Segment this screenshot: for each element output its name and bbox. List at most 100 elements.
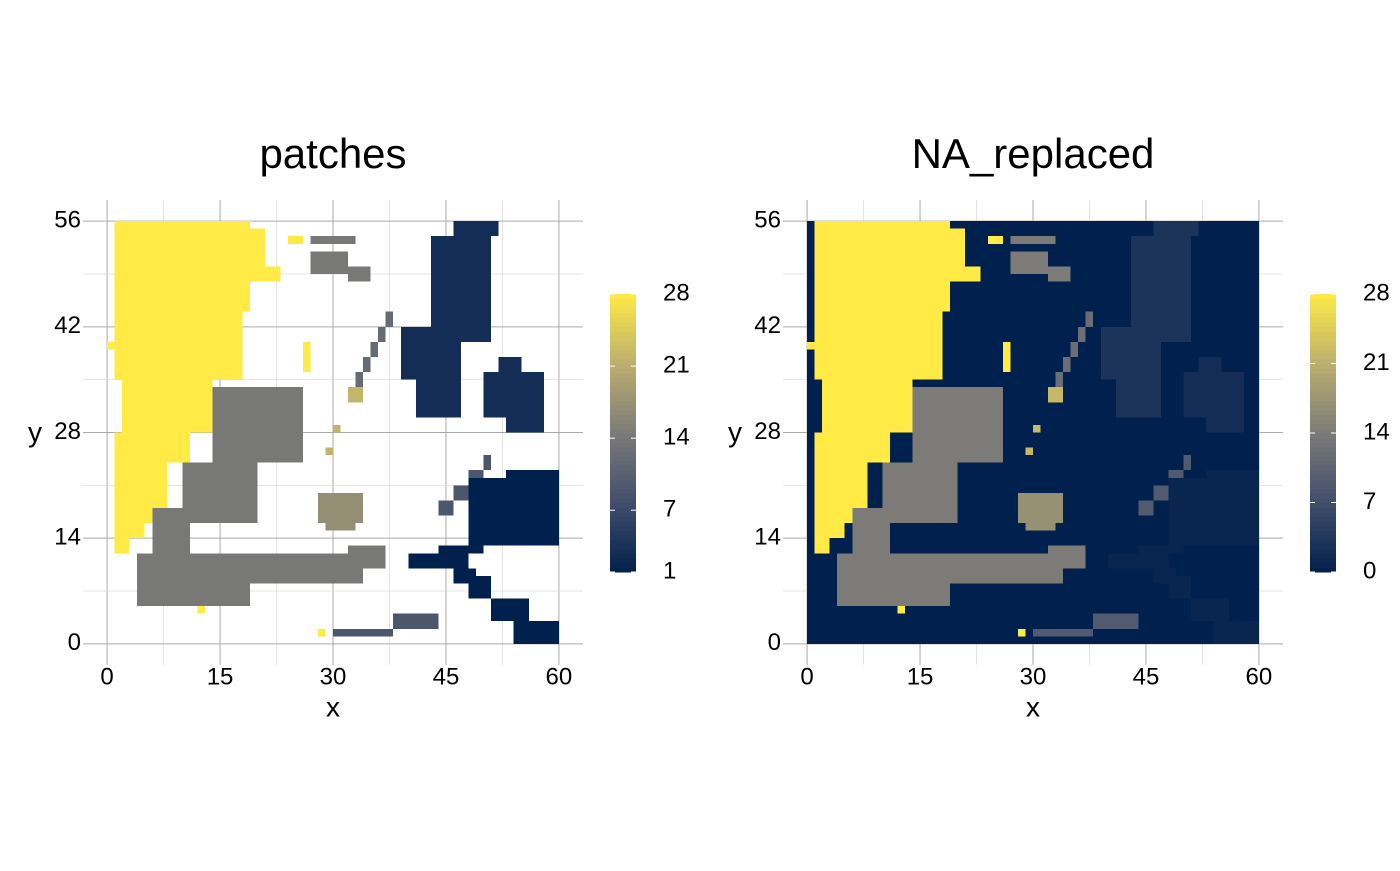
raster-cell — [453, 221, 499, 237]
colorbar-step — [610, 530, 636, 536]
colorbar-step — [1310, 451, 1336, 457]
colorbar-step — [1310, 442, 1336, 448]
colorbar-step — [610, 493, 636, 499]
raster-cell — [1130, 236, 1192, 342]
colorbar-step — [610, 465, 636, 471]
raster-cell — [1070, 341, 1079, 358]
colorbar-step — [1310, 414, 1336, 420]
colorbar-step — [610, 497, 636, 503]
colorbar-step — [610, 423, 636, 429]
colorbar-step — [610, 372, 636, 378]
raster-cell — [1183, 372, 1244, 418]
raster-cell — [1183, 455, 1192, 471]
colorbar-step — [1310, 317, 1336, 323]
raster-cell — [393, 613, 439, 629]
x-tick-label: 30 — [1020, 663, 1047, 690]
colorbar-label: 21 — [1363, 349, 1390, 376]
raster-cell — [430, 236, 492, 342]
colorbar-step — [610, 553, 636, 559]
colorbar-step — [1310, 456, 1336, 462]
x-tick-label: 0 — [100, 663, 113, 690]
raster-cell — [1206, 470, 1259, 478]
colorbar-step — [610, 307, 636, 314]
raster-cell — [129, 523, 145, 539]
raster-cell — [1025, 447, 1033, 456]
colorbar-step — [610, 479, 636, 485]
colorbar-step — [610, 474, 636, 480]
raster-cell — [1138, 500, 1154, 516]
colorbar-step — [1310, 465, 1336, 471]
colorbar-step — [1310, 544, 1336, 550]
x-tick-label: 45 — [1133, 663, 1160, 690]
raster-cell — [114, 311, 243, 380]
panel-title: patches — [259, 130, 406, 177]
colorbar-step — [610, 409, 636, 415]
raster-cell — [987, 236, 1003, 244]
raster-cell — [152, 507, 190, 554]
colorbar-step — [610, 340, 636, 346]
raster-cell — [212, 387, 303, 463]
colorbar-step — [610, 470, 636, 476]
raster-cell — [1017, 628, 1026, 637]
y-tick-label: 42 — [54, 312, 81, 339]
colorbar-step — [1310, 511, 1336, 517]
raster-cell — [814, 523, 830, 554]
colorbar-step — [610, 502, 636, 508]
raster-cell — [912, 553, 1064, 584]
raster-cell — [114, 221, 251, 312]
colorbar-step — [1310, 382, 1336, 388]
colorbar-step — [610, 437, 636, 443]
raster-cell — [348, 387, 364, 403]
x-axis-label: x — [1026, 691, 1040, 722]
raster-cell — [212, 553, 364, 584]
raster-cell — [814, 221, 951, 312]
raster-cell — [355, 372, 364, 388]
raster-cell — [1063, 357, 1071, 373]
raster-cell — [348, 266, 371, 282]
raster-cell — [1025, 523, 1056, 531]
colorbar-step — [1310, 562, 1336, 568]
raster-cell — [333, 628, 394, 637]
colorbar-step — [1310, 303, 1336, 309]
raster-cell — [1033, 424, 1041, 433]
raster-cell — [1108, 553, 1169, 569]
colorbar-label: 14 — [1363, 418, 1390, 445]
colorbar-step — [1310, 419, 1336, 425]
colorbar-step — [1310, 377, 1336, 383]
y-axis-label: y — [28, 416, 42, 447]
colorbar-step — [1310, 405, 1336, 411]
raster-cell — [453, 485, 469, 501]
colorbar-step — [610, 382, 636, 388]
colorbar-step — [610, 460, 636, 466]
colorbar-step — [610, 534, 636, 541]
x-tick-label: 15 — [907, 663, 934, 690]
colorbar-label: 14 — [663, 423, 690, 450]
raster-cell — [1010, 236, 1056, 244]
raster-cell — [822, 379, 913, 433]
raster-cell — [829, 523, 845, 539]
colorbar-step — [1310, 326, 1336, 332]
raster-cell — [107, 341, 115, 350]
y-tick-label: 28 — [754, 418, 781, 445]
raster-cell — [317, 628, 326, 637]
colorbar-step — [1310, 567, 1336, 573]
colorbar-step — [610, 558, 636, 564]
colorbar-step — [1310, 428, 1336, 434]
x-tick-label: 0 — [800, 663, 813, 690]
raster-cell — [1048, 545, 1086, 569]
colorbar-step — [610, 414, 636, 420]
colorbar-step — [610, 298, 636, 304]
colorbar-step — [1310, 539, 1336, 545]
colorbar-step — [610, 395, 636, 402]
raster-cell — [1138, 545, 1184, 554]
raster-cell — [438, 545, 484, 554]
raster-cell — [1191, 598, 1229, 622]
raster-cell — [1153, 568, 1177, 584]
raster-cell — [333, 424, 341, 433]
colorbar-label: 7 — [1363, 488, 1376, 515]
colorbar-step — [610, 483, 636, 490]
x-axis-label: x — [326, 691, 340, 722]
raster-cell — [250, 266, 281, 282]
raster-cell — [513, 621, 559, 644]
